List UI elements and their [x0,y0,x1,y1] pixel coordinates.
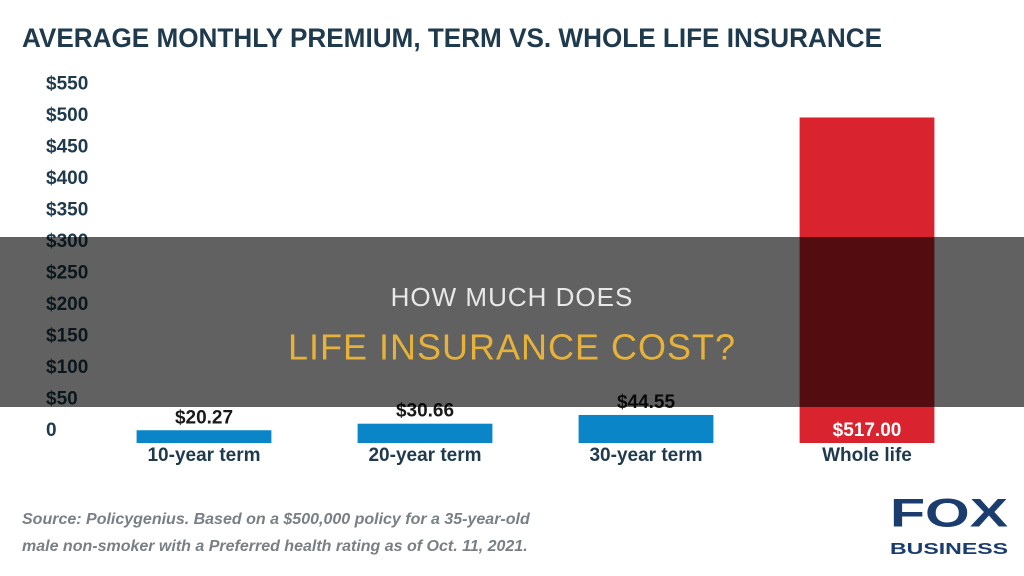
y-tick-label: $400 [46,168,88,189]
overlay-line1: HOW MUCH DOES [391,282,634,312]
y-tick-label: $500 [46,105,88,126]
source-line: Source: Policygenius. Based on a $500,00… [22,511,531,528]
bar [357,423,493,443]
value-label: $517.00 [833,420,902,441]
y-tick-label: $550 [46,74,88,95]
overlay-line2: LIFE INSURANCE COST? [288,327,736,368]
logo-bottom: BUSINESS [890,541,1008,558]
y-tick-label: 0 [46,420,57,441]
bar [136,430,272,443]
y-tick-label: $450 [46,137,88,158]
x-tick-label: 10-year term [147,445,260,466]
y-tick-label: $350 [46,200,88,221]
x-tick-label: 20-year term [368,445,481,466]
source-line: male non-smoker with a Preferred health … [22,538,528,555]
overlay-band [0,237,1024,407]
chart-title: AVERAGE MONTHLY PREMIUM, TERM VS. WHOLE … [22,23,882,53]
logo-top: FOX [890,492,1008,536]
x-tick-label: 30-year term [589,445,702,466]
x-tick-label: Whole life [822,445,912,466]
bar [578,414,714,443]
value-label: $20.27 [175,407,233,428]
